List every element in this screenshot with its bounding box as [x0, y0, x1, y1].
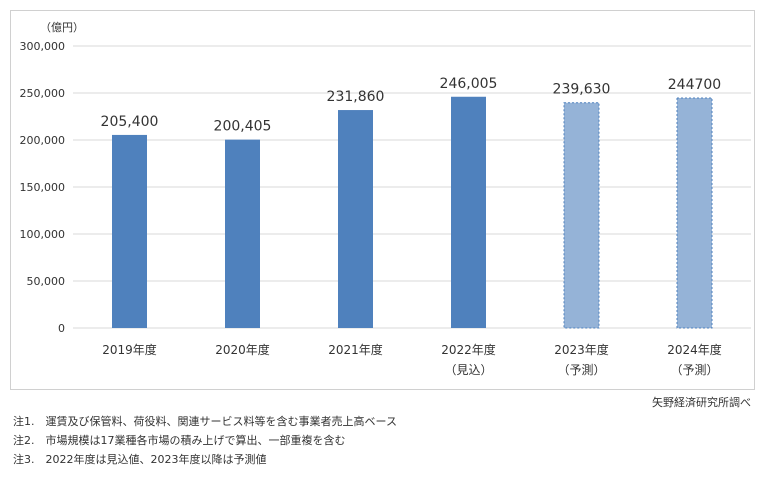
chart-frame: （億円） 300,000 250,000 200,000 150,000 100,000 5… [10, 10, 755, 390]
data-label: 205,400 [101, 114, 159, 130]
note-1: 注1. 運賃及び保管料、荷役料、関連サービス料等を含む事業者売上高ベース [13, 415, 397, 428]
y-tick-label: 50,000 [27, 275, 66, 288]
data-label: 239,630 [553, 82, 611, 98]
category-label: 2021年度 [328, 342, 383, 357]
y-tick-label: 100,000 [20, 228, 66, 241]
bar [112, 134, 147, 328]
bar-chart: （億円） 300,000 250,000 200,000 150,000 100,000 5… [20, 21, 751, 377]
y-tick-label: 150,000 [20, 181, 66, 194]
y-tick-label: 300,000 [20, 40, 66, 53]
y-tick-label: 250,000 [20, 87, 66, 100]
y-tick-label: 200,000 [20, 134, 66, 147]
bar [676, 97, 713, 329]
notes: 注1. 運賃及び保管料、荷役料、関連サービス料等を含む事業者売上高ベース 注2.… [13, 412, 397, 469]
bar [563, 102, 600, 329]
y-unit-label: （億円） [40, 21, 84, 34]
data-label: 244700 [668, 77, 721, 93]
category-label: 2022年度 [441, 342, 496, 357]
source-label: 矢野経済研究所調べ [652, 396, 751, 409]
note-2: 注2. 市場規模は17業種各市場の積み上げで算出、一部重複を含む [13, 434, 346, 447]
category-sublabel: （見込） [444, 363, 492, 377]
bar [338, 110, 373, 328]
category-label: 2020年度 [215, 342, 270, 357]
data-label: 246,005 [440, 76, 498, 92]
y-tick-label: 0 [58, 322, 65, 335]
data-label: 200,405 [214, 119, 272, 135]
category-sublabel: （予測） [557, 363, 605, 377]
category-sublabel: （予測） [670, 363, 718, 377]
data-label: 231,860 [327, 89, 385, 105]
category-label: 2023年度 [554, 342, 609, 357]
bar [451, 96, 486, 328]
bar [225, 139, 260, 328]
category-label: 2019年度 [102, 342, 157, 357]
category-label: 2024年度 [667, 342, 722, 357]
note-3: 注3. 2022年度は見込値、2023年度以降は予測値 [13, 453, 267, 466]
